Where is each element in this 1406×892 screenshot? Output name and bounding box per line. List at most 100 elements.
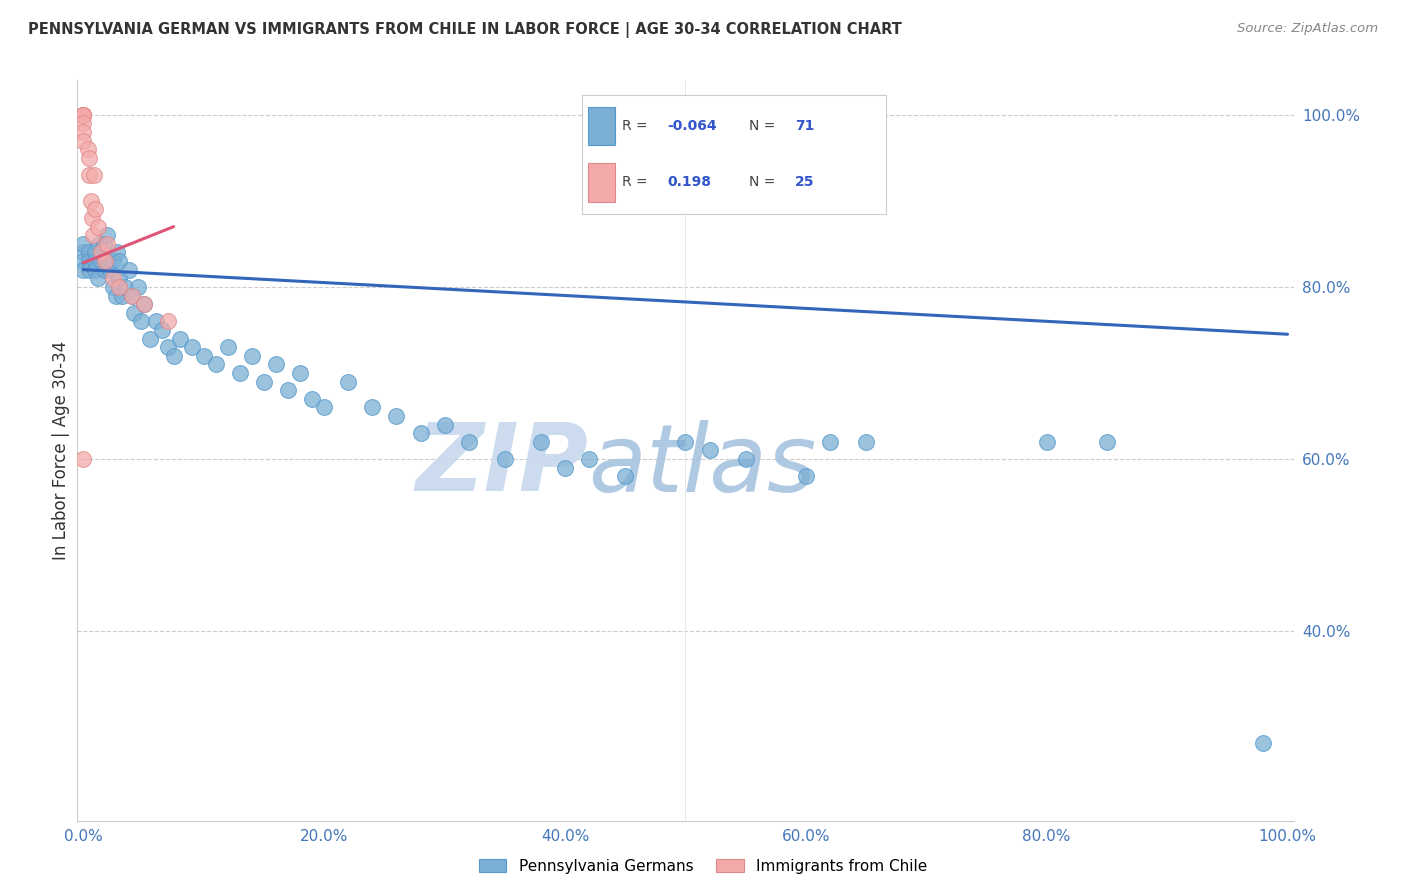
Point — [156, 340, 179, 354]
Point — [72, 108, 94, 122]
Point — [90, 245, 112, 260]
Text: Source: ZipAtlas.com: Source: ZipAtlas.com — [1237, 22, 1378, 36]
Point — [301, 392, 323, 406]
Point — [103, 254, 125, 268]
Text: PENNSYLVANIA GERMAN VS IMMIGRANTS FROM CHILE IN LABOR FORCE | AGE 30-34 CORRELAT: PENNSYLVANIA GERMAN VS IMMIGRANTS FROM C… — [28, 22, 903, 38]
Point — [90, 245, 112, 260]
Point — [90, 254, 112, 268]
Text: ZIP: ZIP — [415, 419, 588, 511]
Point — [87, 236, 110, 251]
Point — [253, 375, 276, 389]
Point — [217, 340, 239, 354]
Point — [79, 151, 101, 165]
Point — [82, 228, 104, 243]
Point — [794, 469, 817, 483]
Point — [1253, 736, 1275, 750]
Point — [72, 108, 94, 122]
Point — [554, 460, 576, 475]
Point — [80, 211, 103, 225]
Point — [72, 125, 94, 139]
Point — [72, 254, 94, 268]
Point — [105, 245, 128, 260]
Point — [94, 262, 117, 277]
Point — [72, 452, 94, 467]
Point — [72, 245, 94, 260]
Point — [163, 349, 186, 363]
Point — [108, 280, 131, 294]
Point — [87, 271, 110, 285]
Point — [83, 168, 105, 182]
Point — [337, 375, 360, 389]
Point — [96, 254, 118, 268]
Point — [1095, 434, 1118, 449]
Point — [103, 280, 125, 294]
Point — [494, 452, 516, 467]
Point — [614, 469, 637, 483]
Point — [145, 314, 167, 328]
Point — [79, 168, 101, 182]
Point — [578, 452, 600, 467]
Point — [180, 340, 202, 354]
Point — [118, 262, 141, 277]
Point — [114, 280, 136, 294]
Point — [699, 443, 721, 458]
Point — [121, 288, 143, 302]
Point — [84, 254, 107, 268]
Point — [121, 288, 143, 302]
Point — [433, 417, 456, 432]
Point — [1035, 434, 1057, 449]
Point — [193, 349, 215, 363]
Point — [72, 108, 94, 122]
Point — [288, 366, 311, 380]
Point — [264, 357, 287, 371]
Point — [385, 409, 408, 423]
Point — [122, 306, 145, 320]
Point — [104, 288, 127, 302]
Point — [84, 202, 107, 217]
Point — [108, 254, 131, 268]
Point — [96, 236, 118, 251]
Point — [72, 116, 94, 130]
Point — [855, 434, 877, 449]
Point — [72, 262, 94, 277]
Point — [138, 332, 160, 346]
Point — [675, 434, 697, 449]
Y-axis label: In Labor Force | Age 30-34: In Labor Force | Age 30-34 — [52, 341, 70, 560]
Point — [87, 219, 110, 234]
Point — [79, 194, 101, 208]
Point — [77, 142, 100, 156]
Point — [84, 245, 107, 260]
Point — [96, 228, 118, 243]
Point — [530, 434, 553, 449]
Point — [409, 426, 432, 441]
Point — [84, 262, 107, 277]
Point — [127, 280, 149, 294]
Point — [108, 271, 131, 285]
Point — [204, 357, 226, 371]
Point — [72, 134, 94, 148]
Point — [132, 297, 155, 311]
Point — [79, 245, 101, 260]
Point — [818, 434, 841, 449]
Point — [94, 254, 117, 268]
Point — [72, 236, 94, 251]
Point — [129, 314, 152, 328]
Point — [111, 288, 134, 302]
Point — [240, 349, 263, 363]
Point — [103, 271, 125, 285]
Point — [156, 314, 179, 328]
Point — [132, 297, 155, 311]
Point — [361, 401, 384, 415]
Point — [72, 108, 94, 122]
Legend: Pennsylvania Germans, Immigrants from Chile: Pennsylvania Germans, Immigrants from Ch… — [472, 853, 934, 880]
Point — [150, 323, 173, 337]
Point — [93, 236, 115, 251]
Point — [98, 262, 121, 277]
Point — [314, 401, 336, 415]
Point — [277, 383, 299, 397]
Point — [457, 434, 479, 449]
Point — [169, 332, 191, 346]
Text: atlas: atlas — [588, 420, 817, 511]
Point — [229, 366, 252, 380]
Point — [79, 254, 101, 268]
